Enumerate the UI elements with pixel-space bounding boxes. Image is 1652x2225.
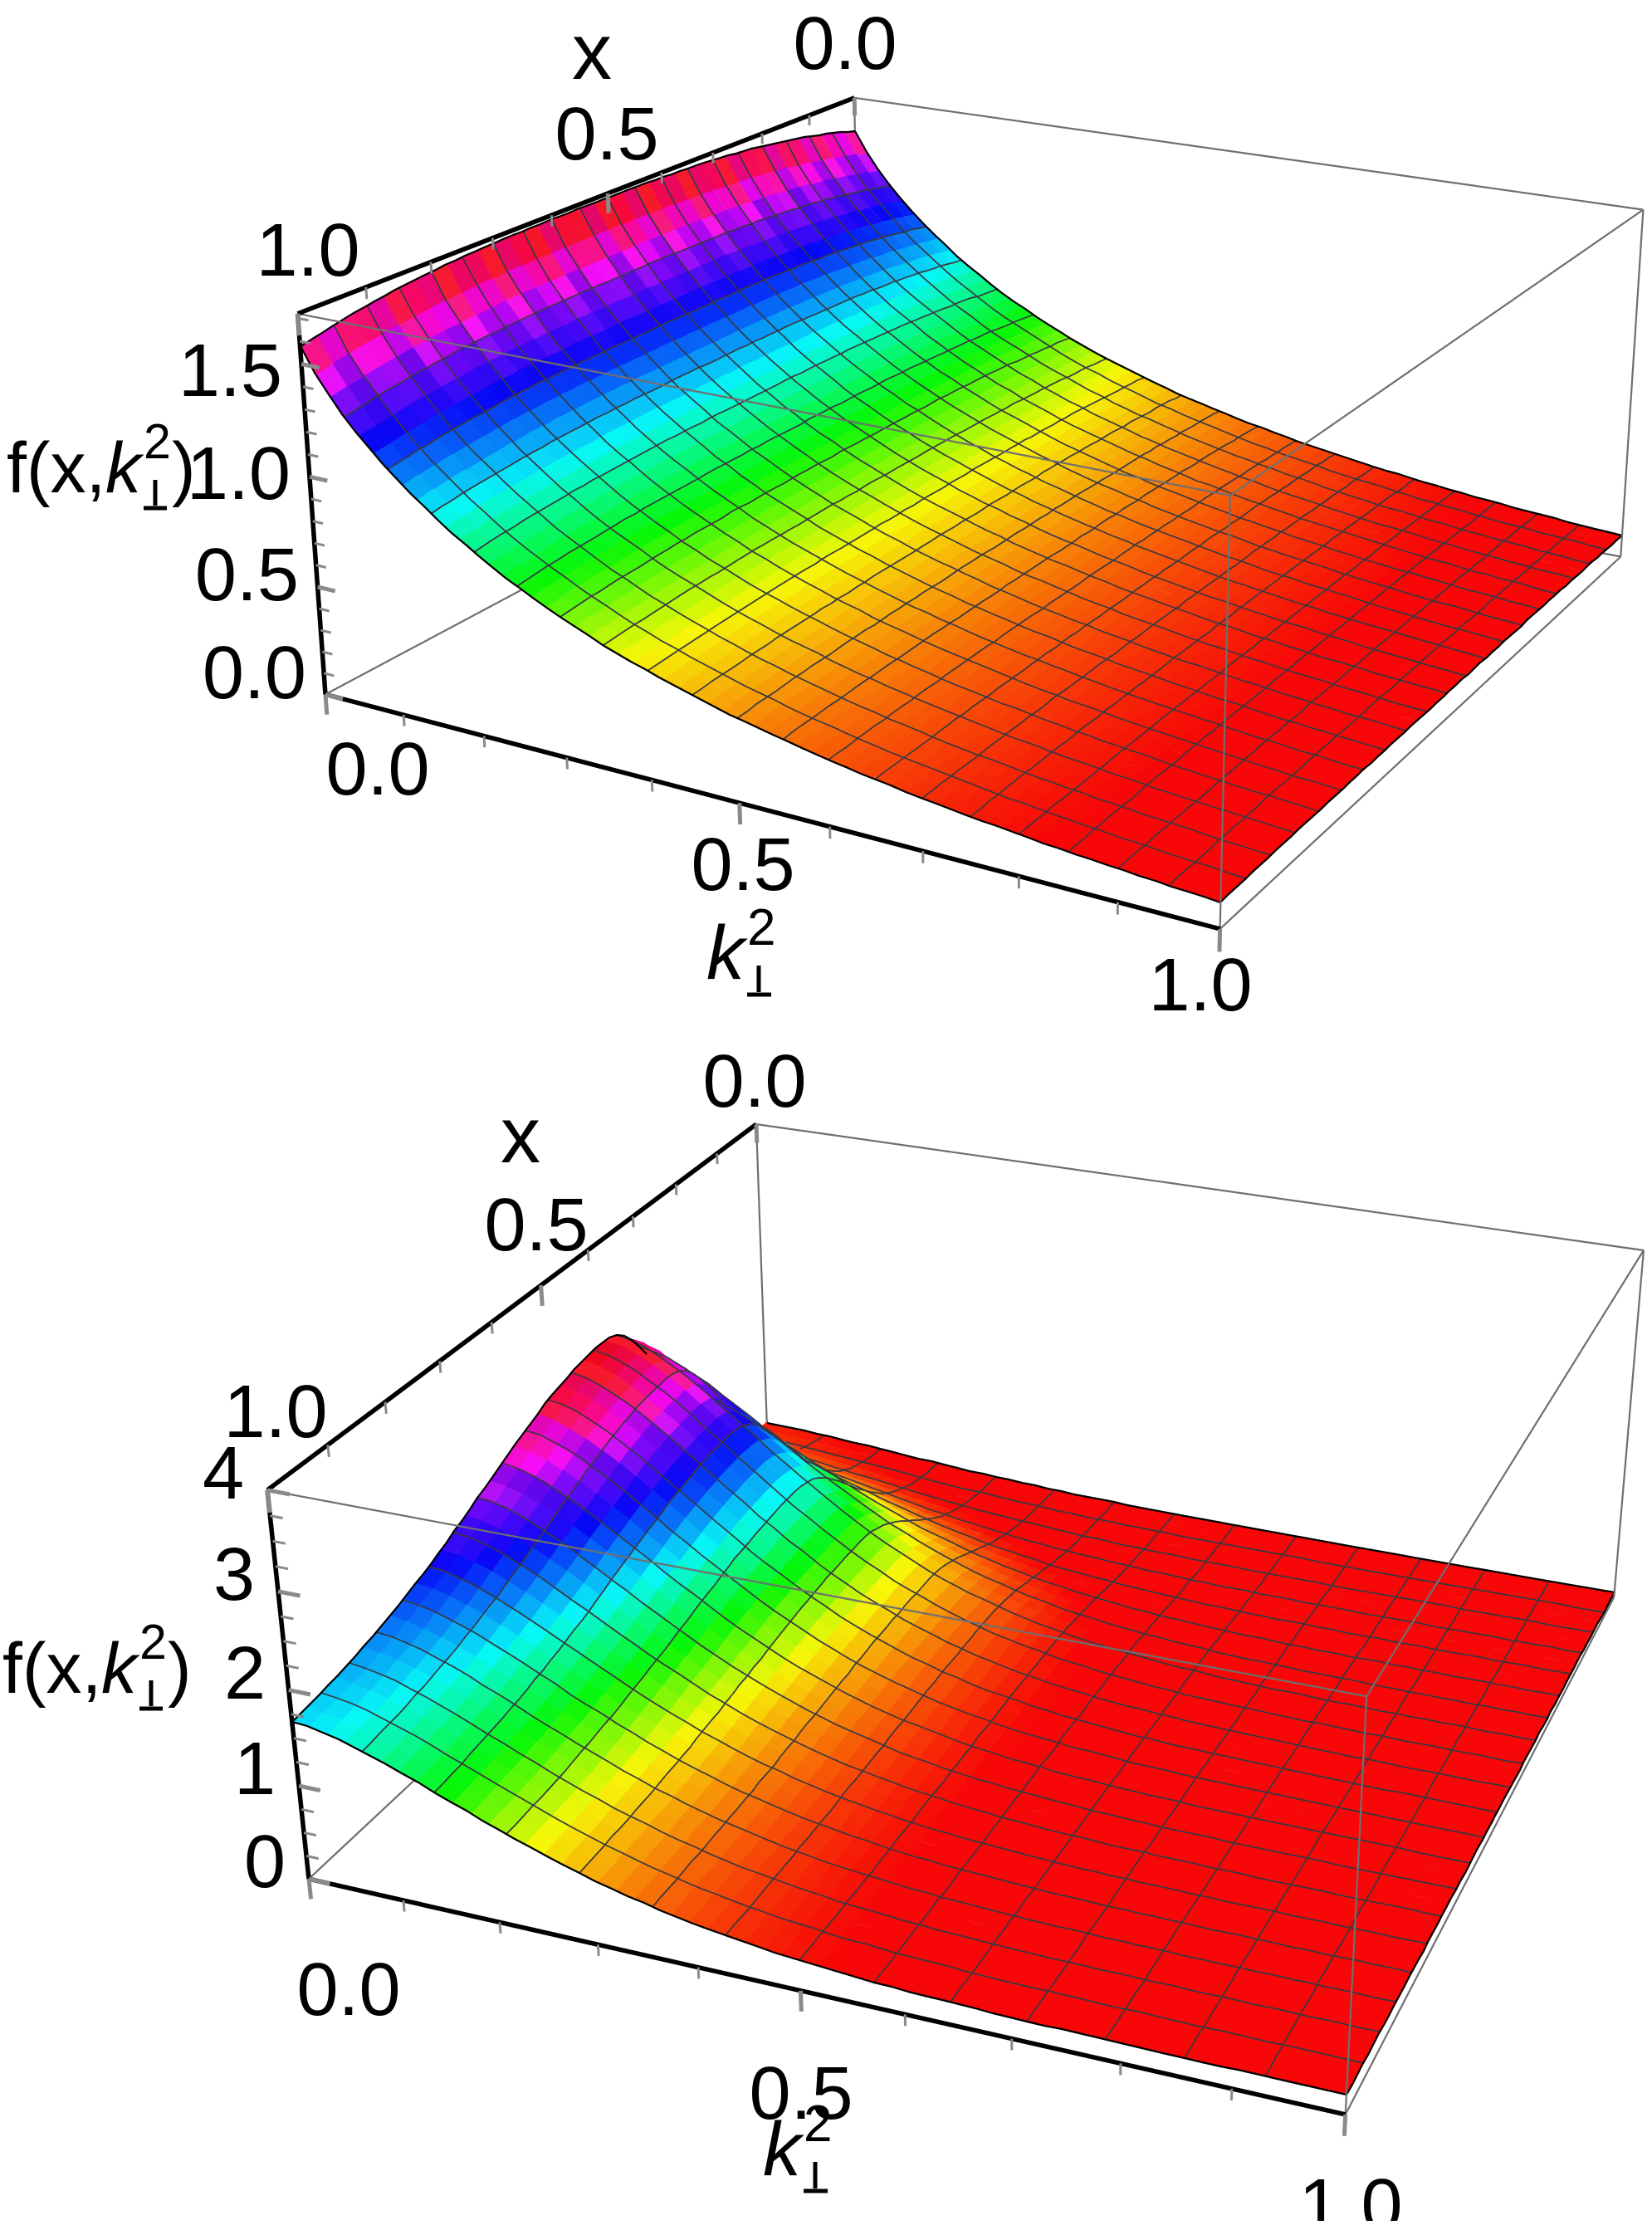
svg-text:k: k: [706, 911, 748, 995]
svg-text:0.5: 0.5: [691, 824, 794, 907]
svg-text:k: k: [101, 1629, 140, 1709]
svg-text:1.0: 1.0: [223, 1371, 327, 1454]
svg-text:f(x,: f(x,: [7, 428, 105, 508]
svg-text:0.5: 0.5: [195, 534, 299, 617]
svg-text:1.0: 1.0: [1148, 944, 1252, 1027]
svg-text:): ): [172, 428, 196, 508]
svg-text:2: 2: [224, 1632, 266, 1715]
svg-text:0.5: 0.5: [555, 93, 658, 176]
svg-text:f(x,: f(x,: [2, 1629, 101, 1709]
svg-text:0.5: 0.5: [749, 2052, 853, 2135]
svg-text:x: x: [572, 7, 612, 96]
svg-text:2: 2: [747, 899, 775, 956]
svg-text:0.0: 0.0: [702, 1040, 806, 1123]
svg-text:0.0: 0.0: [203, 632, 306, 715]
svg-text:2: 2: [144, 414, 171, 469]
svg-text:2: 2: [139, 1615, 167, 1670]
svg-text:0: 0: [244, 1821, 286, 1904]
svg-text:1.0: 1.0: [187, 433, 291, 516]
svg-text:x: x: [501, 1091, 540, 1180]
svg-text:0.0: 0.0: [793, 2, 897, 86]
svg-text:0.5: 0.5: [484, 1184, 588, 1267]
svg-text:0.0: 0.0: [296, 1949, 400, 2032]
svg-text:1.0: 1.0: [1298, 2164, 1402, 2221]
svg-text:): ): [168, 1629, 192, 1709]
svg-text:1.0: 1.0: [256, 209, 359, 292]
svg-text:k: k: [105, 428, 144, 508]
svg-text:1: 1: [234, 1728, 276, 1811]
svg-text:1.5: 1.5: [178, 330, 282, 413]
svg-text:3: 3: [213, 1533, 255, 1616]
svg-text:0.0: 0.0: [325, 728, 429, 811]
